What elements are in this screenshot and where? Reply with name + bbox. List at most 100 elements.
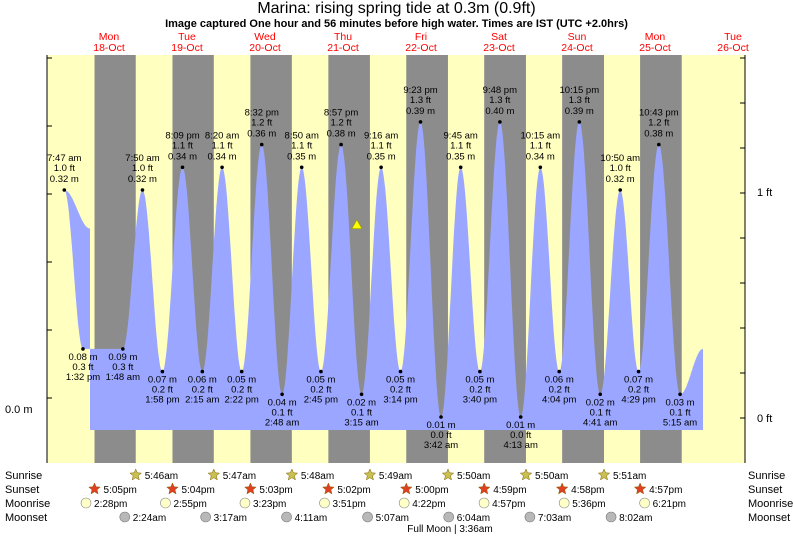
tide-meters: 0.38 m xyxy=(644,129,673,140)
tide-time: 4:04 pm xyxy=(542,395,576,406)
date-label: 22-Oct xyxy=(405,42,437,54)
tide-point xyxy=(458,165,463,170)
moonrise-icon xyxy=(319,497,330,509)
chart-subtitle: Image captured One hour and 56 minutes b… xyxy=(165,18,628,30)
tide-feet: 0.1 ft xyxy=(351,407,372,418)
tide-feet: 0.3 ft xyxy=(72,362,93,373)
tide-meters: 0.07 m xyxy=(148,375,177,386)
sunrise-time: 5:47am xyxy=(223,471,256,482)
sunrise-icon xyxy=(363,468,377,481)
tide-meters: 0.05 m xyxy=(386,375,415,386)
tide-feet: 1.0 ft xyxy=(54,163,75,174)
tide-meters: 0.04 m xyxy=(268,397,297,408)
tide-point xyxy=(121,347,125,351)
high-tide-label: 8:32 pm1.2 ft0.36 m xyxy=(245,108,279,147)
sunset-time: 5:04pm xyxy=(181,485,214,496)
tide-point xyxy=(62,188,67,192)
tide-point xyxy=(557,369,562,374)
tide-meters: 0.09 m xyxy=(108,352,137,363)
moonset-icon xyxy=(524,511,536,523)
right-axis-label: 1 ft xyxy=(757,187,772,199)
row-label-left: Moonrise xyxy=(5,498,50,510)
date-label: 20-Oct xyxy=(249,42,281,54)
high-tide-label: 8:57 pm1.2 ft0.38 m xyxy=(324,108,358,147)
tide-time: 2:45 pm xyxy=(304,395,338,406)
low-tide-label: 0.02 m0.1 ft3:15 am xyxy=(344,392,379,428)
tide-feet: 0.0 ft xyxy=(430,430,451,441)
tide-meters: 0.40 m xyxy=(485,106,514,117)
sunset-icon xyxy=(633,482,647,495)
day-of-week-label: Tue xyxy=(178,31,196,43)
day-of-week-label: Fri xyxy=(415,31,427,43)
tide-feet: 0.2 ft xyxy=(152,385,173,396)
tide-feet: 1.2 ft xyxy=(331,118,352,129)
sun-moon-rows: Sunrise Sunrise Sunset Sunset Moonrise Moonri… xyxy=(5,468,793,535)
moonrise-icon xyxy=(80,497,92,509)
tide-time: 8:57 pm xyxy=(324,108,358,119)
high-tide-label: 10:15 pm1.3 ft0.39 m xyxy=(560,85,599,124)
tide-point xyxy=(259,142,264,147)
sunrise-icon xyxy=(207,468,221,481)
moonset-time: 7:03am xyxy=(538,513,571,524)
tide-point xyxy=(398,369,403,374)
tide-meters: 0.32 m xyxy=(606,174,635,185)
low-tide-label: 0.05 m0.2 ft2:45 pm xyxy=(304,369,338,406)
low-tide-label: 0.06 m0.2 ft2:15 am xyxy=(185,369,220,406)
day-of-week-label: Sat xyxy=(491,31,507,43)
tide-feet: 0.2 ft xyxy=(390,385,411,396)
tide-point xyxy=(239,369,244,374)
day-of-week-label: Thu xyxy=(334,31,352,43)
tide-area-path xyxy=(64,121,704,431)
tide-meters: 0.01 m xyxy=(506,420,535,431)
tide-meters: 0.34 m xyxy=(526,151,555,162)
high-tide-label: 7:50 am1.0 ft0.32 m xyxy=(125,153,160,192)
tide-feet: 0.2 ft xyxy=(310,385,331,396)
sunrise-time: 5:50am xyxy=(535,471,568,482)
tide-time: 4:29 pm xyxy=(621,395,655,406)
low-tide-label: 0.07 m0.2 ft4:29 pm xyxy=(621,369,656,406)
tide-meters: 0.36 m xyxy=(247,129,276,140)
left-axis-label: 0.0 m xyxy=(5,404,33,416)
tide-time: 10:15 am xyxy=(521,130,561,141)
sunset-time: 4:57pm xyxy=(649,485,682,496)
moonset-icon xyxy=(362,511,373,523)
day-of-week-label: Mon xyxy=(99,31,120,43)
sunset-icon xyxy=(244,482,257,495)
tide-feet: 1.2 ft xyxy=(251,118,272,129)
moonset-time: 4:11am xyxy=(295,513,328,524)
low-tide-label: 0.06 m0.2 ft4:04 pm xyxy=(542,369,576,406)
tide-meters: 0.34 m xyxy=(208,151,237,162)
high-tide-label: 9:16 am1.1 ft0.35 m xyxy=(364,130,398,170)
row-label-left: Sunset xyxy=(5,484,39,496)
moonset-icon xyxy=(443,511,455,523)
day-of-week-label: Tue xyxy=(724,31,742,43)
date-label: 25-Oct xyxy=(639,42,671,54)
tide-time: 10:43 pm xyxy=(639,108,679,119)
tide-meters: 0.01 m xyxy=(427,420,456,431)
tide-area xyxy=(64,121,704,431)
sunset-icon xyxy=(88,482,101,495)
moonrise-time: 3:51pm xyxy=(333,499,366,510)
tide-feet: 1.3 ft xyxy=(569,95,590,106)
day-of-week-label: Mon xyxy=(645,31,666,43)
row-label-right: Sunset xyxy=(748,484,782,496)
sunrise-icon xyxy=(441,468,455,481)
tide-meters: 0.05 m xyxy=(306,375,335,386)
tide-meters: 0.03 m xyxy=(666,397,695,408)
sunrise-time: 5:46am xyxy=(145,471,178,482)
tide-point xyxy=(160,369,165,374)
tide-meters: 0.35 m xyxy=(287,151,316,162)
moonset-icon xyxy=(605,511,617,523)
high-tide-label: 7:47 am1.0 ft0.32 m xyxy=(47,153,82,192)
tide-meters: 0.32 m xyxy=(128,174,157,185)
sunset-icon xyxy=(399,482,413,495)
day-of-week-label: Wed xyxy=(254,31,276,43)
high-tide-label: 9:45 am1.1 ft0.35 m xyxy=(444,130,478,170)
tide-feet: 0.2 ft xyxy=(231,385,252,396)
tide-feet: 0.2 ft xyxy=(628,385,649,396)
moonrise-icon xyxy=(398,497,410,509)
tide-feet: 1.1 ft xyxy=(291,140,312,151)
tide-point xyxy=(220,165,224,170)
sunset-time: 5:05pm xyxy=(104,485,137,496)
sunset-time: 5:00pm xyxy=(415,485,448,496)
